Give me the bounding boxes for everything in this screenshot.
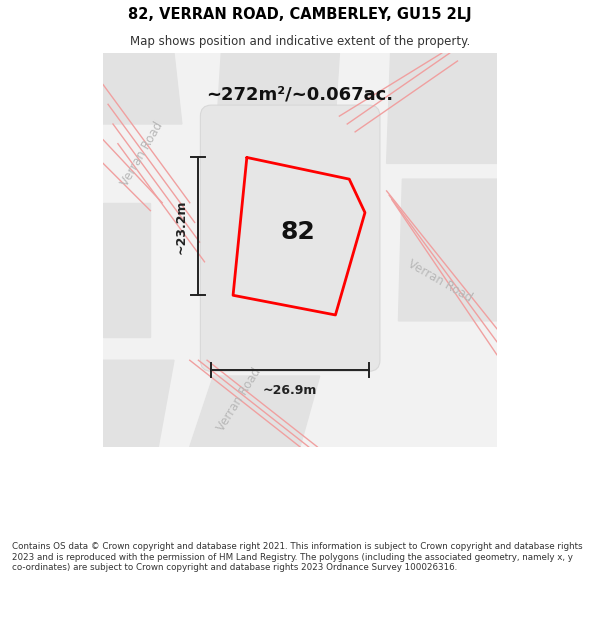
Text: Verran Road: Verran Road xyxy=(214,366,263,434)
Polygon shape xyxy=(103,360,174,447)
Polygon shape xyxy=(386,53,497,163)
Text: ~26.9m: ~26.9m xyxy=(263,384,317,397)
Text: ~272m²/~0.067ac.: ~272m²/~0.067ac. xyxy=(206,86,394,104)
Text: Contains OS data © Crown copyright and database right 2021. This information is : Contains OS data © Crown copyright and d… xyxy=(12,542,583,572)
Polygon shape xyxy=(398,179,497,321)
Polygon shape xyxy=(103,202,151,337)
FancyBboxPatch shape xyxy=(200,105,380,371)
Text: ~23.2m: ~23.2m xyxy=(175,199,188,254)
Polygon shape xyxy=(190,376,320,447)
Text: 82, VERRAN ROAD, CAMBERLEY, GU15 2LJ: 82, VERRAN ROAD, CAMBERLEY, GU15 2LJ xyxy=(128,8,472,22)
Text: Map shows position and indicative extent of the property.: Map shows position and indicative extent… xyxy=(130,35,470,48)
Text: 82: 82 xyxy=(281,220,316,244)
Polygon shape xyxy=(214,53,340,179)
Polygon shape xyxy=(103,53,182,124)
Text: Verran Road: Verran Road xyxy=(119,119,166,188)
Text: Verran Road: Verran Road xyxy=(406,258,474,305)
